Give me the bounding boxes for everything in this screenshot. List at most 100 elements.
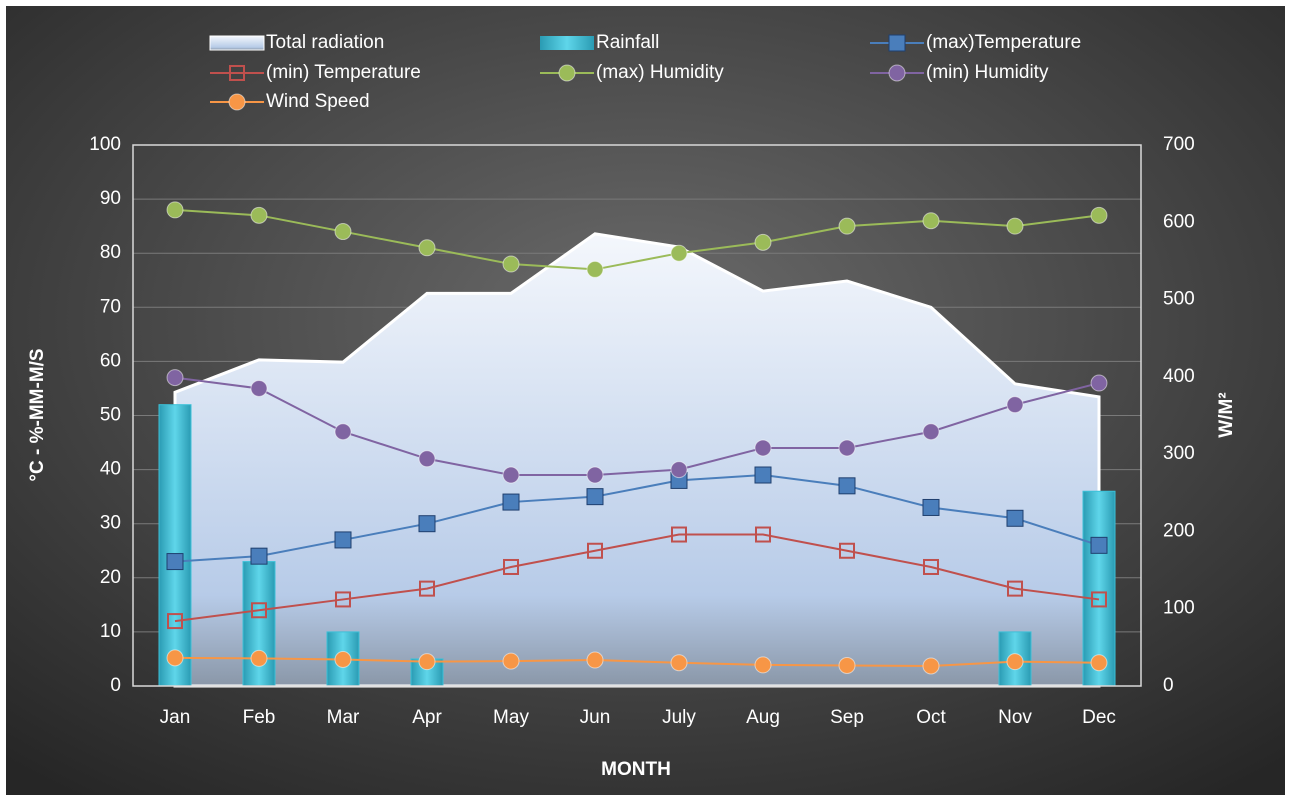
bar	[242, 561, 276, 687]
legend-label: (max)Temperature	[926, 32, 1081, 53]
marker	[251, 602, 267, 619]
marker	[502, 466, 520, 484]
x-tick-label: Nov	[998, 707, 1032, 728]
marker	[502, 255, 520, 273]
marker	[922, 423, 940, 441]
marker	[1090, 536, 1108, 554]
marker	[888, 64, 906, 82]
marker	[166, 649, 184, 667]
marker	[166, 553, 184, 571]
y-tick-label: 70	[100, 296, 121, 317]
marker	[418, 515, 436, 533]
x-tick-label: Aug	[746, 707, 780, 728]
marker	[228, 93, 246, 111]
marker	[888, 34, 906, 52]
legend-label: (min) Humidity	[926, 62, 1049, 83]
marker	[418, 239, 436, 257]
line	[174, 474, 1100, 563]
bar	[1082, 490, 1116, 687]
legend-label: Wind Speed	[266, 91, 370, 112]
marker	[754, 656, 772, 674]
y2-tick-label: 300	[1163, 443, 1195, 464]
y-tick-label: 30	[100, 513, 121, 534]
marker	[250, 206, 268, 224]
y2-tick-label: 0	[1163, 675, 1174, 696]
marker	[418, 450, 436, 468]
marker	[334, 423, 352, 441]
marker	[250, 547, 268, 565]
marker	[229, 65, 245, 81]
marker	[586, 466, 604, 484]
legend-label: (min) Temperature	[266, 62, 421, 83]
legend-label: (max) Humidity	[596, 62, 724, 83]
y-tick-label: 80	[100, 242, 121, 263]
marker	[166, 369, 184, 387]
marker	[587, 542, 603, 559]
marker	[1007, 580, 1023, 597]
y-tick-label: 50	[100, 405, 121, 426]
y-tick-label: 20	[100, 567, 121, 588]
marker	[755, 526, 771, 543]
x-tick-label: Feb	[243, 707, 276, 728]
y-tick-label: 60	[100, 350, 121, 371]
y2-tick-label: 100	[1163, 598, 1195, 619]
x-tick-label: Dec	[1082, 707, 1116, 728]
line	[174, 208, 1100, 271]
marker	[167, 613, 183, 630]
marker	[419, 580, 435, 597]
x-tick-label: Jan	[160, 707, 191, 728]
y-tick-label: 40	[100, 459, 121, 480]
marker	[670, 244, 688, 262]
y-tick-label: 0	[110, 675, 121, 696]
marker	[334, 223, 352, 241]
marker	[250, 379, 268, 397]
marker	[1006, 653, 1024, 671]
marker	[838, 217, 856, 235]
marker	[558, 64, 576, 82]
marker	[839, 542, 855, 559]
marker	[1090, 206, 1108, 224]
marker	[503, 558, 519, 575]
line	[174, 376, 1100, 477]
y2-tick-label: 600	[1163, 211, 1195, 232]
x-tick-label: Jun	[580, 707, 611, 728]
marker	[754, 439, 772, 457]
marker	[671, 526, 687, 543]
marker	[250, 649, 268, 667]
marker	[1091, 591, 1107, 608]
marker	[838, 439, 856, 457]
marker	[922, 212, 940, 230]
legend-swatch	[540, 36, 594, 50]
marker	[418, 653, 436, 671]
x-tick-label: July	[662, 707, 696, 728]
legend-label: Rainfall	[596, 32, 659, 53]
marker	[586, 260, 604, 278]
marker	[922, 498, 940, 516]
plot-border	[132, 144, 1142, 687]
y2-axis-title: W/M²	[1216, 392, 1237, 437]
marker	[754, 466, 772, 484]
marker	[166, 201, 184, 219]
marker	[754, 233, 772, 251]
x-tick-label: May	[493, 707, 529, 728]
marker	[586, 488, 604, 506]
y-tick-label: 10	[100, 621, 121, 642]
y-tick-label: 100	[89, 134, 121, 155]
marker	[922, 657, 940, 675]
marker	[838, 477, 856, 495]
legend-label: Total radiation	[266, 32, 384, 53]
marker	[923, 558, 939, 575]
y2-tick-label: 200	[1163, 520, 1195, 541]
marker	[1090, 374, 1108, 392]
line	[174, 533, 1100, 623]
x-tick-label: Apr	[412, 707, 442, 728]
marker	[1090, 654, 1108, 672]
marker	[670, 461, 688, 479]
marker	[838, 656, 856, 674]
x-axis-title: MONTH	[601, 759, 671, 780]
y-axis-title: °C - %-MM-M/S	[27, 348, 48, 481]
marker	[670, 654, 688, 672]
x-tick-label: Mar	[327, 707, 360, 728]
marker	[335, 591, 351, 608]
